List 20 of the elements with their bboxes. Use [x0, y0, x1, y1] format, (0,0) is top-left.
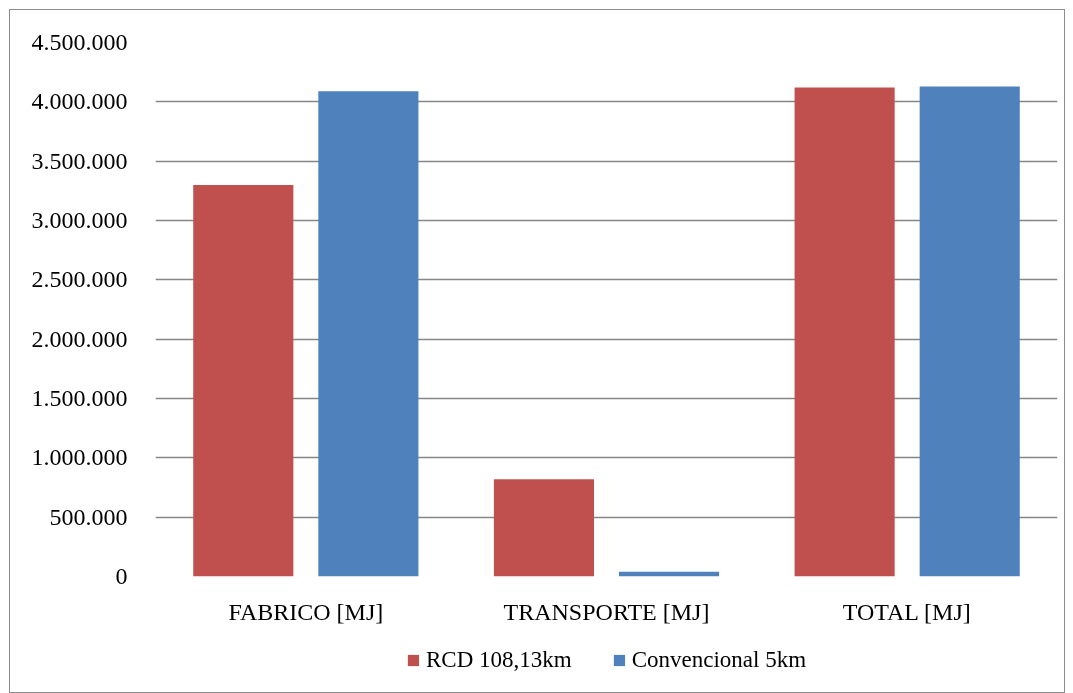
y-tick-label: 3.000.000: [31, 207, 128, 233]
y-tick-label: 2.000.000: [31, 325, 128, 352]
legend-label: RCD 108,13km: [425, 646, 572, 673]
x-tick-label: TOTAL [MJ]: [842, 598, 971, 625]
y-tick-label: 4.000.000: [31, 88, 128, 115]
y-tick-label: 0: [115, 563, 128, 589]
bar: [193, 184, 294, 577]
bar: [493, 479, 595, 577]
bar: [318, 91, 419, 577]
legend-label: Convencional 5km: [631, 646, 807, 673]
y-tick-label: 1.000.000: [31, 444, 128, 471]
x-tick-label: FABRICO [MJ]: [228, 598, 384, 625]
x-tick-label: TRANSPORTE [MJ]: [503, 598, 710, 625]
bar: [794, 87, 895, 577]
y-tick-label: 1.500.000: [31, 385, 128, 411]
y-tick-label: 2.500.000: [31, 266, 128, 293]
y-tick-label: 500.000: [49, 503, 128, 530]
bar: [919, 86, 1020, 577]
y-tick-label: 3.500.000: [31, 147, 128, 174]
y-tick-label: 4.500.000: [31, 29, 128, 55]
